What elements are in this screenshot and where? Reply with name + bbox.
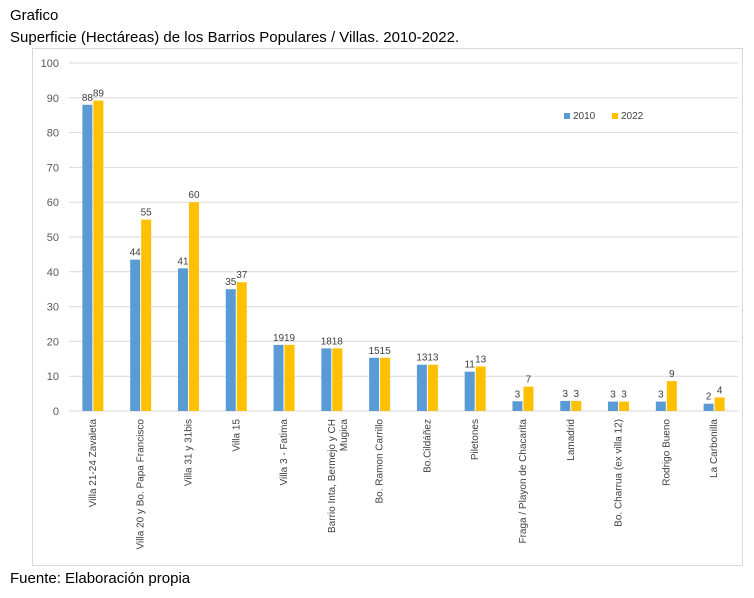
y-tick-label: 10 (47, 371, 59, 383)
category-label: Villa 15 (231, 419, 242, 452)
bar-2022 (523, 386, 534, 411)
bar-2010 (225, 289, 236, 411)
category-label: La Carbonilla (709, 419, 720, 478)
data-label: 13 (416, 353, 428, 364)
bar-2022 (332, 348, 343, 411)
bar-2010 (655, 401, 666, 411)
bar-2010 (369, 357, 380, 411)
category-label: Barrio Inta, Bermejo y CH (327, 419, 338, 533)
y-tick-label: 30 (47, 302, 59, 314)
y-tick-label: 20 (47, 336, 59, 348)
data-label: 3 (658, 390, 664, 401)
data-label: 88 (82, 93, 94, 104)
bar-2022 (427, 364, 438, 411)
source-note: Fuente: Elaboración propia (10, 570, 191, 587)
data-label: 15 (380, 346, 392, 357)
bar-2022 (93, 100, 104, 412)
y-tick-label: 60 (47, 197, 59, 209)
data-label: 7 (526, 375, 532, 386)
category-label: Rodrigo Bueno (661, 419, 672, 486)
y-tick-label: 100 (41, 58, 59, 70)
data-label: 3 (515, 389, 521, 400)
data-label: 15 (369, 346, 381, 357)
data-label: 9 (669, 369, 675, 380)
y-tick-label: 80 (47, 128, 59, 140)
data-label: 4 (717, 385, 723, 396)
y-tick-label: 70 (47, 162, 59, 174)
figure-label: Grafico (10, 7, 59, 24)
bar-2010 (464, 371, 475, 411)
bar-2022 (619, 401, 630, 411)
data-label: 13 (475, 354, 487, 365)
bar-2022 (571, 400, 582, 411)
bar-2010 (321, 348, 332, 411)
data-label: 37 (236, 270, 248, 281)
data-label: 19 (273, 333, 285, 344)
bar-2022 (284, 344, 295, 411)
category-label: Piletones (470, 419, 481, 460)
bar-2010 (130, 259, 141, 411)
bar-2022 (236, 282, 247, 411)
category-label: Villa 3 - Fatima (279, 419, 290, 486)
bar-2010 (512, 401, 523, 411)
chart-area: 0 10 20 30 40 50 60 70 80 90 100 88 44 41 35 19 18 15 13 11… (32, 48, 743, 566)
category-label: Bo. Charrua (ex villa 12) (614, 419, 625, 527)
data-label: 3 (573, 389, 579, 400)
chart-title: Superficie (Hectáreas) de los Barrios Po… (10, 29, 460, 46)
category-label: Fraga / Playon de Chacarita (518, 419, 529, 544)
category-label: Villa 20 y Bo. Papa Francisco (136, 419, 147, 550)
data-label: 44 (130, 248, 142, 259)
data-label: 2 (706, 392, 712, 403)
legend-swatch-2010 (564, 113, 570, 119)
data-label: 35 (225, 277, 237, 288)
data-label: 3 (562, 389, 568, 400)
bar-2022 (714, 397, 725, 411)
legend-label-2010: 2010 (573, 111, 596, 122)
data-label: 89 (93, 89, 105, 100)
y-tick-label: 50 (47, 232, 59, 244)
y-tick-label: 40 (47, 267, 59, 279)
bar-2010 (416, 364, 427, 411)
category-label: Mugica (339, 419, 350, 452)
data-label: 41 (177, 256, 189, 267)
data-label: 3 (621, 390, 627, 401)
legend-swatch-2022 (612, 113, 618, 119)
bar-2010 (82, 104, 93, 411)
bar-2010 (608, 401, 619, 411)
y-tick-label: 90 (47, 93, 59, 105)
data-label: 60 (188, 190, 200, 201)
category-label: Villa 21-24 Zavaleta (88, 419, 99, 508)
category-label: Lamadrid (566, 419, 577, 461)
bar-2022 (380, 357, 391, 411)
bar-2022 (475, 366, 486, 411)
bar-2010 (177, 268, 188, 411)
legend-label-2022: 2022 (621, 111, 644, 122)
y-tick-label: 0 (53, 406, 59, 418)
data-label: 11 (464, 360, 475, 371)
bar-2010 (703, 403, 714, 411)
category-label: Bo.Cildáñez (422, 419, 433, 473)
bar-2010 (273, 344, 284, 411)
bar-2022 (666, 381, 677, 411)
data-label: 3 (610, 390, 616, 401)
data-label: 13 (427, 353, 439, 364)
category-label: Bo. Ramon Carrillo (375, 419, 386, 504)
category-label: Villa 31 y 31bis (183, 419, 194, 486)
data-label: 19 (284, 333, 296, 344)
data-label: 55 (141, 208, 153, 219)
bar-2022 (141, 219, 152, 411)
bar-2022 (188, 202, 199, 411)
data-label: 18 (332, 336, 344, 347)
bar-2010 (560, 400, 571, 411)
data-label: 18 (321, 336, 333, 347)
